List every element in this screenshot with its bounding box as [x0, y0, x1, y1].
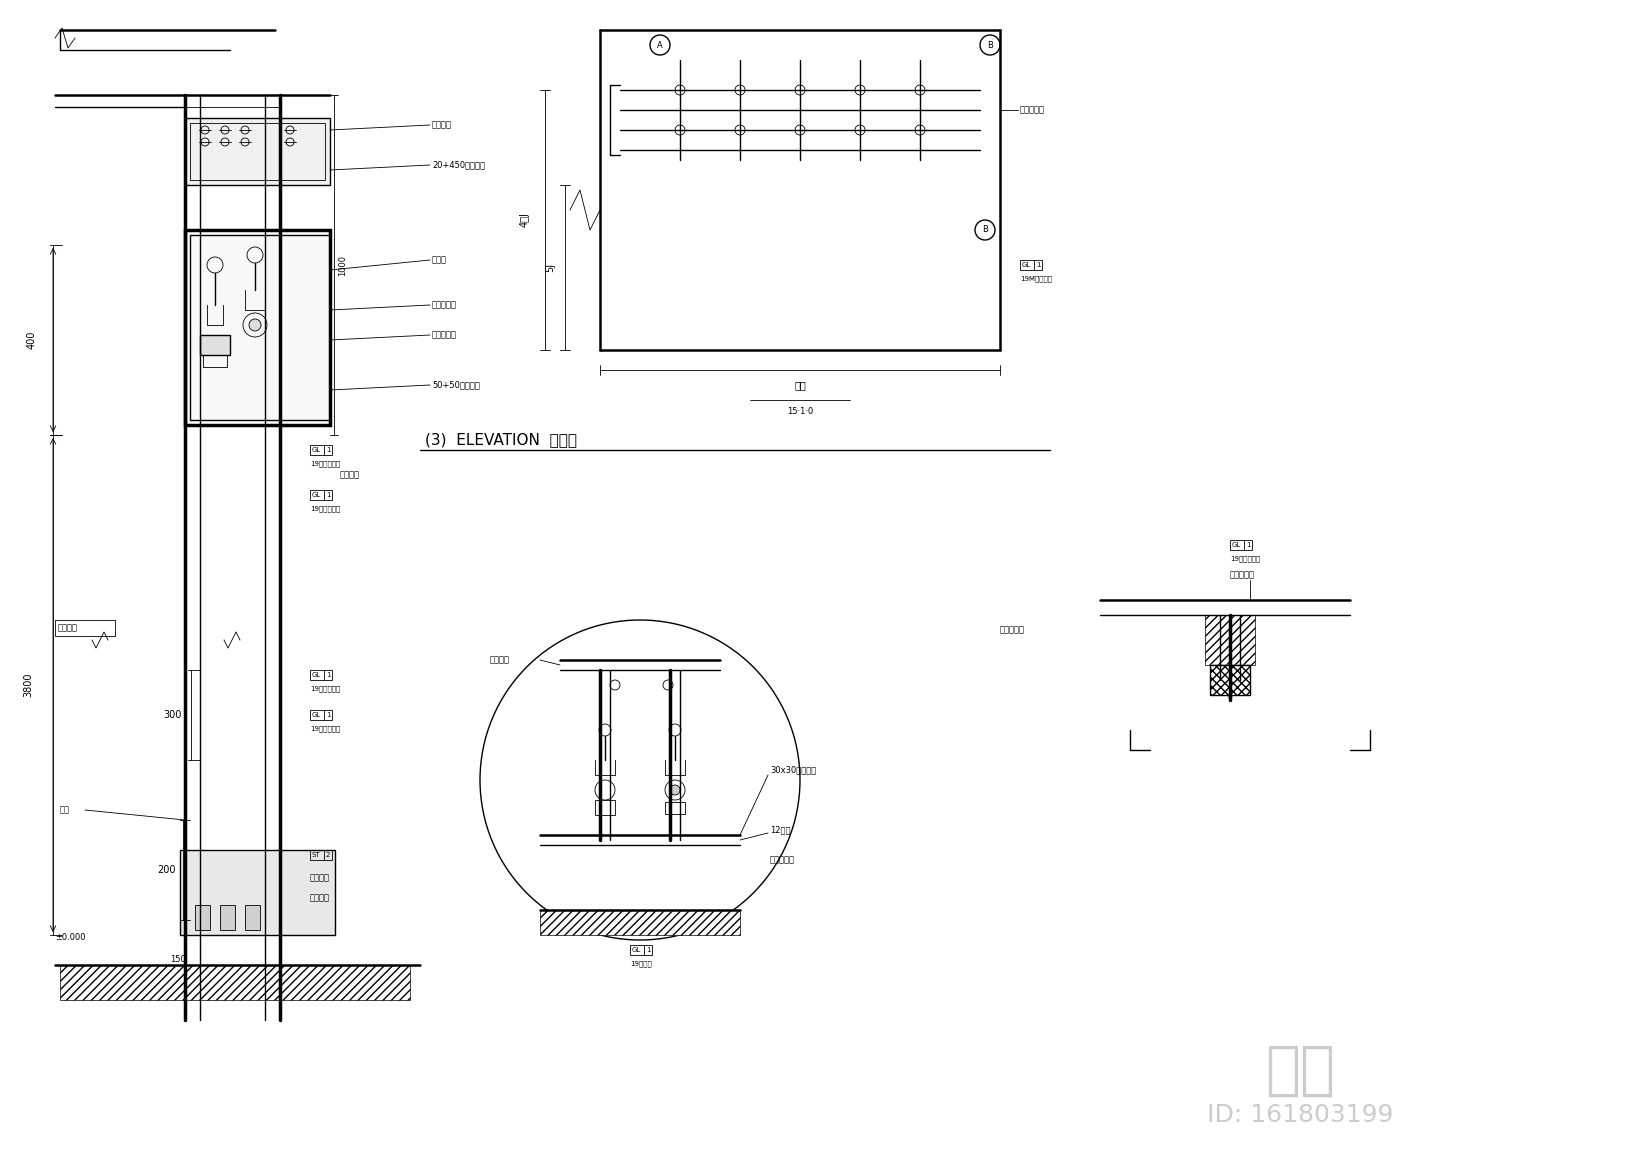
- Text: 角钢: 角钢: [59, 805, 69, 814]
- Text: 结构工字柱: 结构工字柱: [770, 855, 794, 864]
- Text: 19厚钢化玻璃: 19厚钢化玻璃: [310, 686, 339, 692]
- Text: (3)  ELEVATION  立面图: (3) ELEVATION 立面图: [425, 432, 577, 447]
- Text: 30x30矩形铝架: 30x30矩形铝架: [770, 765, 816, 775]
- Text: 400: 400: [26, 331, 36, 350]
- Text: 19M玻化玻璃: 19M玻化玻璃: [1020, 276, 1051, 282]
- Text: 驳接件托架: 驳接件托架: [432, 301, 456, 310]
- Text: 300: 300: [163, 709, 183, 720]
- Bar: [190, 123, 325, 181]
- Text: 1: 1: [326, 712, 331, 718]
- Text: 5J: 5J: [545, 262, 555, 271]
- Bar: [199, 336, 231, 355]
- Bar: [190, 235, 330, 421]
- Bar: [595, 800, 615, 815]
- Text: GL: GL: [1022, 262, 1032, 268]
- Text: 铝蜂窝板: 铝蜂窝板: [489, 656, 509, 664]
- Bar: [1205, 615, 1256, 665]
- Text: 1: 1: [646, 947, 651, 953]
- Bar: [541, 910, 740, 935]
- Text: 驳接卡槽: 驳接卡槽: [310, 874, 330, 883]
- Text: ±0.000: ±0.000: [54, 932, 86, 941]
- Text: 驳接爪主牛: 驳接爪主牛: [1020, 106, 1045, 114]
- Text: 2: 2: [326, 852, 330, 857]
- Text: 玻璃缝隙: 玻璃缝隙: [339, 471, 359, 480]
- Text: 19厚玻璃: 19厚玻璃: [630, 961, 651, 967]
- Text: 3800: 3800: [23, 672, 33, 697]
- Bar: [54, 620, 115, 636]
- Bar: [310, 709, 331, 720]
- Text: ST: ST: [311, 852, 321, 857]
- Text: 20+450铝锌定制: 20+450铝锌定制: [432, 161, 485, 169]
- Text: GL: GL: [311, 492, 321, 497]
- Text: 连接铝板玻: 连接铝板玻: [1229, 571, 1256, 579]
- Bar: [630, 945, 653, 955]
- Bar: [194, 905, 209, 930]
- Text: 1: 1: [1246, 542, 1251, 548]
- Bar: [203, 355, 227, 367]
- Bar: [310, 850, 331, 860]
- Bar: [666, 802, 686, 814]
- Bar: [1229, 541, 1252, 550]
- Text: 200: 200: [158, 864, 176, 875]
- Bar: [310, 670, 331, 680]
- Text: 150: 150: [170, 955, 186, 965]
- Bar: [180, 850, 335, 935]
- Text: 玻璃胶: 玻璃胶: [432, 255, 447, 264]
- Text: 50+50铝锌定制: 50+50铝锌定制: [432, 381, 480, 389]
- Bar: [59, 965, 410, 1000]
- Text: 知未: 知未: [1266, 1042, 1335, 1099]
- Text: 室内部分: 室内部分: [58, 623, 77, 633]
- Polygon shape: [1210, 665, 1249, 700]
- Text: GL: GL: [1233, 542, 1241, 548]
- Text: A: A: [658, 41, 662, 49]
- Bar: [246, 905, 260, 930]
- Circle shape: [671, 785, 681, 795]
- Text: GL: GL: [311, 447, 321, 453]
- Text: 19厚钢化玻璃: 19厚钢化玻璃: [310, 506, 339, 513]
- Text: GL: GL: [311, 672, 321, 678]
- Text: 12槽钢: 12槽钢: [770, 826, 791, 834]
- Text: 19厚钢化玻璃: 19厚钢化玻璃: [310, 460, 339, 467]
- Text: 驳接爪主柱: 驳接爪主柱: [432, 331, 456, 339]
- Text: GL: GL: [311, 712, 321, 718]
- Text: 驳接底座: 驳接底座: [310, 894, 330, 903]
- Text: 19厚钢化玻璃: 19厚钢化玻璃: [1229, 556, 1261, 563]
- Text: 玻璃下注柱: 玻璃下注柱: [1000, 626, 1025, 635]
- Circle shape: [249, 319, 260, 331]
- Text: 1: 1: [326, 672, 331, 678]
- Text: ID: 161803199: ID: 161803199: [1206, 1103, 1393, 1127]
- Text: 15·1·0: 15·1·0: [786, 408, 812, 417]
- Bar: [185, 230, 330, 425]
- Text: B: B: [982, 226, 987, 234]
- Text: 1: 1: [1037, 262, 1040, 268]
- Text: B: B: [987, 41, 994, 49]
- Text: 1000: 1000: [338, 254, 348, 275]
- Text: GL: GL: [631, 947, 641, 953]
- Text: 阿里: 阿里: [794, 380, 806, 390]
- Text: 1: 1: [326, 447, 331, 453]
- Bar: [1210, 665, 1249, 696]
- Bar: [310, 445, 331, 456]
- Bar: [219, 905, 236, 930]
- Bar: [1020, 260, 1042, 270]
- Text: 铝蜂窝板: 铝蜂窝板: [432, 120, 452, 129]
- Bar: [1210, 665, 1249, 696]
- Bar: [185, 118, 330, 185]
- Bar: [310, 490, 331, 500]
- Text: 19厚钢化玻璃: 19厚钢化玻璃: [310, 726, 339, 733]
- Text: 1: 1: [326, 492, 331, 497]
- Text: 4五J: 4五J: [521, 212, 531, 227]
